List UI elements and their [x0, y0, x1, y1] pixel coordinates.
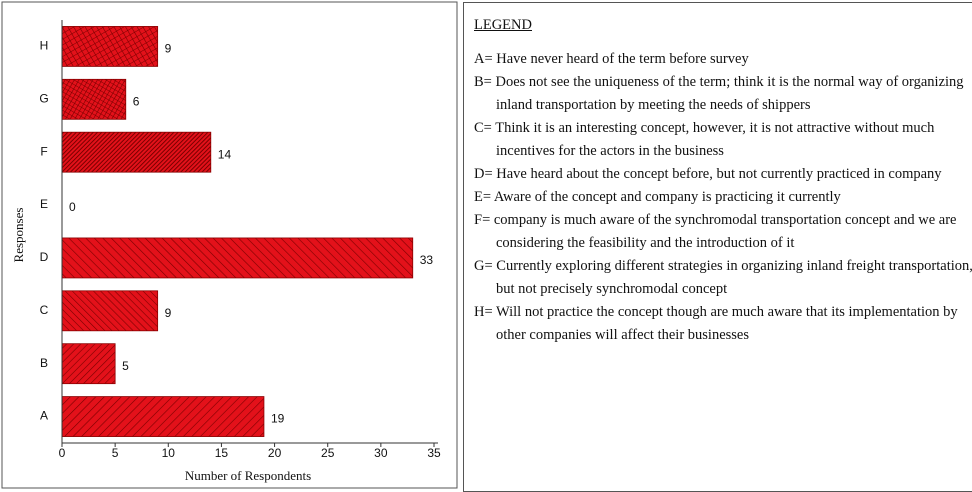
chart-border: [1, 1, 458, 489]
value-label: 0: [69, 200, 76, 214]
legend-item: H= Will not practice the concept though …: [474, 304, 958, 343]
value-label: 9: [165, 42, 172, 56]
x-tick-label: 5: [112, 446, 119, 460]
bar: [61, 343, 116, 385]
bar: [61, 290, 159, 332]
y-tick-label: H: [40, 39, 49, 53]
bar: [61, 131, 212, 173]
y-tick-label: F: [40, 144, 47, 158]
x-tick-label: 20: [268, 446, 282, 460]
legend-item: E= Aware of the concept and company is p…: [474, 189, 841, 205]
legend-item: G= Currently exploring different strateg…: [474, 258, 972, 297]
bar: [61, 78, 127, 120]
legend-panel: LEGEND A= Have never heard of the term b…: [463, 2, 972, 492]
bar: [61, 26, 159, 67]
x-axis-label: Number of Respondents: [185, 468, 311, 483]
x-tick-label: 25: [321, 446, 335, 460]
x-tick-label: 15: [215, 446, 229, 460]
x-tick-label: 0: [59, 446, 66, 460]
y-tick-label: G: [39, 91, 48, 105]
x-tick-label: 30: [374, 446, 388, 460]
value-label: 6: [133, 94, 140, 108]
y-tick-label: A: [40, 409, 48, 423]
chart: Number of Respondents Responses 0 5 10 15 20…: [1, 1, 458, 489]
x-tick-label: 35: [427, 446, 441, 460]
legend-item: B= Does not see the uniqueness of the te…: [474, 74, 964, 113]
y-tick-label: C: [40, 303, 49, 317]
x-tick-label: 10: [162, 446, 176, 460]
bar: [61, 237, 414, 279]
value-label: 5: [122, 359, 129, 373]
legend-item: F= company is much aware of the synchrom…: [474, 212, 957, 251]
value-label: 9: [165, 306, 172, 320]
y-axis-label: Responses: [11, 208, 26, 263]
bar: [61, 396, 265, 437]
y-tick-label: D: [40, 250, 49, 264]
legend-item: A= Have never heard of the term before s…: [474, 51, 749, 67]
value-label: 19: [271, 412, 285, 426]
legend-item: D= Have heard about the concept before, …: [474, 166, 942, 182]
legend-item: C= Think it is an interesting concept, h…: [474, 120, 935, 159]
value-label: 14: [218, 147, 232, 161]
legend-title: LEGEND: [474, 17, 532, 33]
y-tick-label: E: [40, 197, 48, 211]
y-tick-label: B: [40, 356, 48, 370]
value-label: 33: [420, 253, 434, 267]
